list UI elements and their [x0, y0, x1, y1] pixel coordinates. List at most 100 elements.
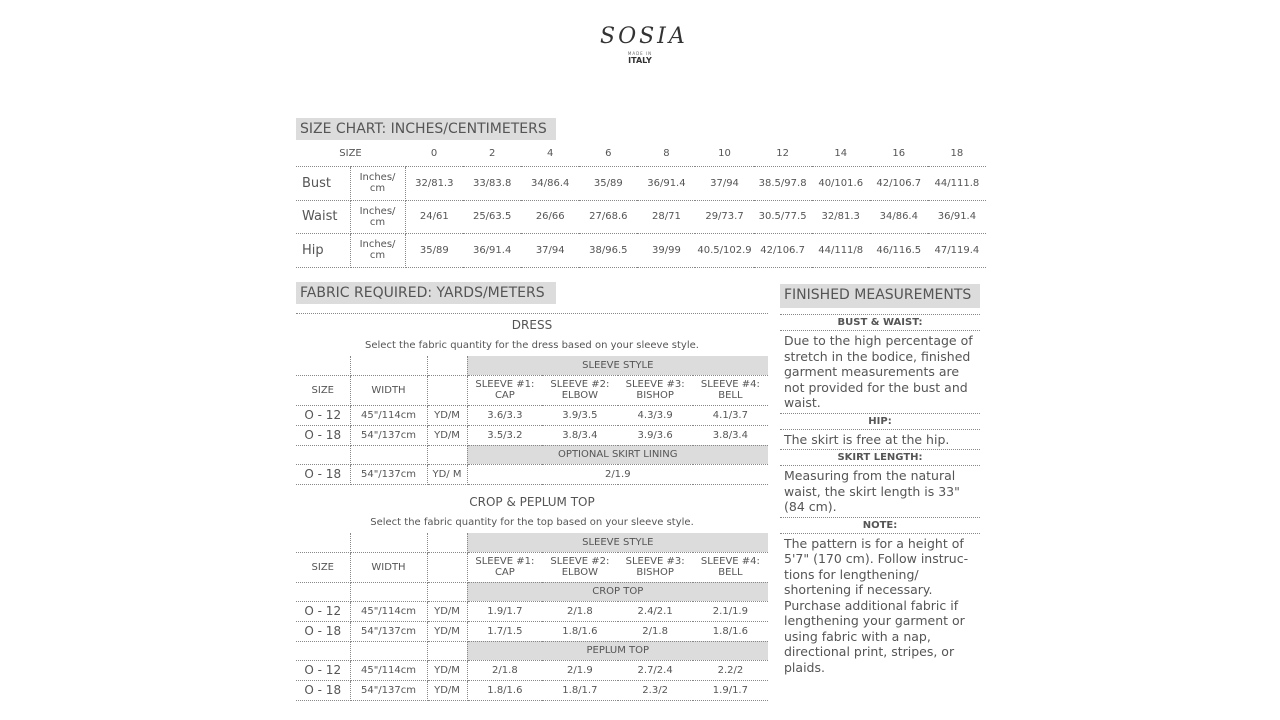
- quantity-cell: 3.9/3.5: [542, 405, 618, 426]
- quantity-cell: 1.8/1.6: [467, 680, 543, 701]
- quantity-cell: 1.9/1.7: [692, 680, 769, 701]
- size-header: SIZE: [296, 552, 351, 583]
- quantity-cell: 2/1.8: [542, 601, 618, 622]
- sleeve-header: SLEEVE #3: BISHOP: [617, 375, 693, 406]
- measurement-cell: 36/91.4: [927, 200, 986, 234]
- sosia-logo: SOSIA MADE IN ITALY: [600, 24, 685, 65]
- quantity-cell: 2/1.9: [467, 464, 769, 485]
- quantity-cell: 1.8/1.6: [692, 621, 769, 642]
- measurement-cell: 40.5/102.9: [695, 233, 754, 268]
- size-cell: O - 12: [296, 660, 351, 681]
- measurement-cell: 32/81.3: [405, 166, 464, 201]
- quantity-cell: 1.8/1.7: [542, 680, 618, 701]
- table-row: Bust Inches/ cm 32/81.3 33/83.8 34/86.4 35/89…: [296, 166, 986, 201]
- table-row: O - 18 54"/137cm YD/M 1.8/1.6 1.8/1.7 2.3/2 1.…: [296, 680, 769, 701]
- top-title: CROP & PEPLUM TOP: [469, 495, 595, 509]
- quantity-cell: 3.8/3.4: [692, 425, 769, 446]
- empty-cell: [427, 582, 468, 602]
- empty-cell: [296, 533, 351, 553]
- unit-label: Inches/ cm: [350, 233, 406, 268]
- measurement-cell: 47/119.4: [927, 233, 986, 268]
- table-row: O - 12 45"/114cm YD/M 2/1.8 2/1.9 2.7/2.4 2.2/…: [296, 660, 769, 681]
- quantity-cell: 2.3/2: [617, 680, 693, 701]
- size-header: 2: [463, 141, 522, 167]
- quantity-cell: 1.7/1.5: [467, 621, 543, 642]
- unit-cell: YD/M: [427, 425, 468, 446]
- unit-cell: YD/M: [427, 621, 468, 642]
- quantity-cell: 2.1/1.9: [692, 601, 769, 622]
- measurement-cell: 39/99: [637, 233, 696, 268]
- size-chart-table: SIZE 0 2 4 6 8 10 12 14 16 18 Bust Inches/ cm 32/81.3…: [296, 141, 986, 268]
- measurement-cell: 33/83.8: [463, 166, 522, 201]
- quantity-cell: 3.8/3.4: [542, 425, 618, 446]
- unit-cell: YD/M: [427, 405, 468, 426]
- size-cell: O - 12: [296, 601, 351, 622]
- sleeve-header: SLEEVE #1: CAP: [467, 375, 543, 406]
- sleeve-header: SLEEVE #3: BISHOP: [617, 552, 693, 583]
- width-cell: 54"/137cm: [350, 464, 428, 485]
- quantity-cell: 4.1/3.7: [692, 405, 769, 426]
- measurement-cell: 25/63.5: [463, 200, 522, 234]
- fabric-title: FABRIC REQUIRED: YARDS/METERS: [296, 282, 556, 304]
- measurement-cell: 30.5/77.5: [753, 200, 812, 234]
- measurement-cell: 36/91.4: [463, 233, 522, 268]
- quantity-cell: 3.5/3.2: [467, 425, 543, 446]
- quantity-cell: 2/1.8: [467, 660, 543, 681]
- unit-label: Inches/ cm: [350, 200, 406, 234]
- logo-country: ITALY: [628, 56, 652, 65]
- table-row: O - 12 45"/114cm YD/M 3.6/3.3 3.9/3.5 4.3/3.9…: [296, 405, 769, 426]
- width-header: WIDTH: [350, 552, 428, 583]
- quantity-cell: 1.9/1.7: [467, 601, 543, 622]
- empty-cell: [427, 445, 468, 465]
- size-cell: O - 18: [296, 425, 351, 446]
- width-header: WIDTH: [350, 375, 428, 406]
- finished-section-text: Measuring from the natural waist, the sk…: [784, 468, 960, 514]
- measurement-cell: 44/111/8: [811, 233, 870, 268]
- table-row: O - 18 54"/137cm YD/ M 2/1.9: [296, 464, 769, 485]
- unit-cell: YD/ M: [427, 464, 468, 485]
- finished-measurements: FINISHED MEASUREMENTS BUST & WAIST: Due t…: [780, 284, 980, 677]
- top-subtitle: Select the fabric quantity for the top b…: [370, 517, 694, 528]
- dress-subtitle: Select the fabric quantity for the dress…: [365, 340, 699, 351]
- width-cell: 45"/114cm: [350, 601, 428, 622]
- quantity-cell: 4.3/3.9: [617, 405, 693, 426]
- table-row: O - 18 54"/137cm YD/M 3.5/3.2 3.8/3.4 3.9/3.6…: [296, 425, 769, 446]
- size-header: 14: [811, 141, 870, 167]
- quantity-cell: 2/1.8: [617, 621, 693, 642]
- size-header: 8: [637, 141, 696, 167]
- sleeve-style-row: SLEEVE STYLE: [296, 356, 769, 376]
- size-cell: O - 18: [296, 680, 351, 701]
- measurement-cell: 42/106.7: [753, 233, 812, 268]
- finished-section-text: The pattern is for a height of 5'7" (170…: [784, 535, 969, 675]
- measurement-cell: 40/101.6: [811, 166, 870, 201]
- empty-cell: [427, 552, 468, 583]
- sleeve-style-header: SLEEVE STYLE: [467, 533, 769, 553]
- quantity-cell: 3.9/3.6: [617, 425, 693, 446]
- measurement-cell: 46/116.5: [869, 233, 928, 268]
- size-header-row: SIZE 0 2 4 6 8 10 12 14 16 18: [296, 141, 986, 167]
- sleeve-header-row: SIZE WIDTH SLEEVE #1: CAP SLEEVE #2: ELBOW S…: [296, 552, 769, 583]
- measurement-cell: 32/81.3: [811, 200, 870, 234]
- finished-section-heading: HIP:: [780, 412, 980, 430]
- empty-cell: [427, 533, 468, 553]
- measurement-cell: 37/94: [521, 233, 580, 268]
- size-header: 10: [695, 141, 754, 167]
- unit-cell: YD/M: [427, 601, 468, 622]
- size-header: SIZE: [296, 375, 351, 406]
- empty-cell: [296, 445, 351, 465]
- group-label: OPTIONAL SKIRT LINING: [467, 445, 769, 465]
- unit-label: Inches/ cm: [350, 166, 406, 201]
- empty-cell: [427, 375, 468, 406]
- size-header: 6: [579, 141, 638, 167]
- empty-cell: [350, 445, 428, 465]
- unit-cell: YD/M: [427, 660, 468, 681]
- dress-fabric-table: SLEEVE STYLE SIZE WIDTH SLEEVE #1: CAP SLEEV…: [296, 356, 769, 485]
- table-row: O - 18 54"/137cm YD/M 1.7/1.5 1.8/1.6 2/1.8 1.…: [296, 621, 769, 642]
- sleeve-header: SLEEVE #2: ELBOW: [542, 375, 618, 406]
- empty-cell: [296, 641, 351, 661]
- group-row: CROP TOP: [296, 582, 769, 602]
- measurement-cell: 24/61: [405, 200, 464, 234]
- dress-title: DRESS: [511, 318, 553, 332]
- group-row: OPTIONAL SKIRT LINING: [296, 445, 769, 465]
- group-row: PEPLUM TOP: [296, 641, 769, 661]
